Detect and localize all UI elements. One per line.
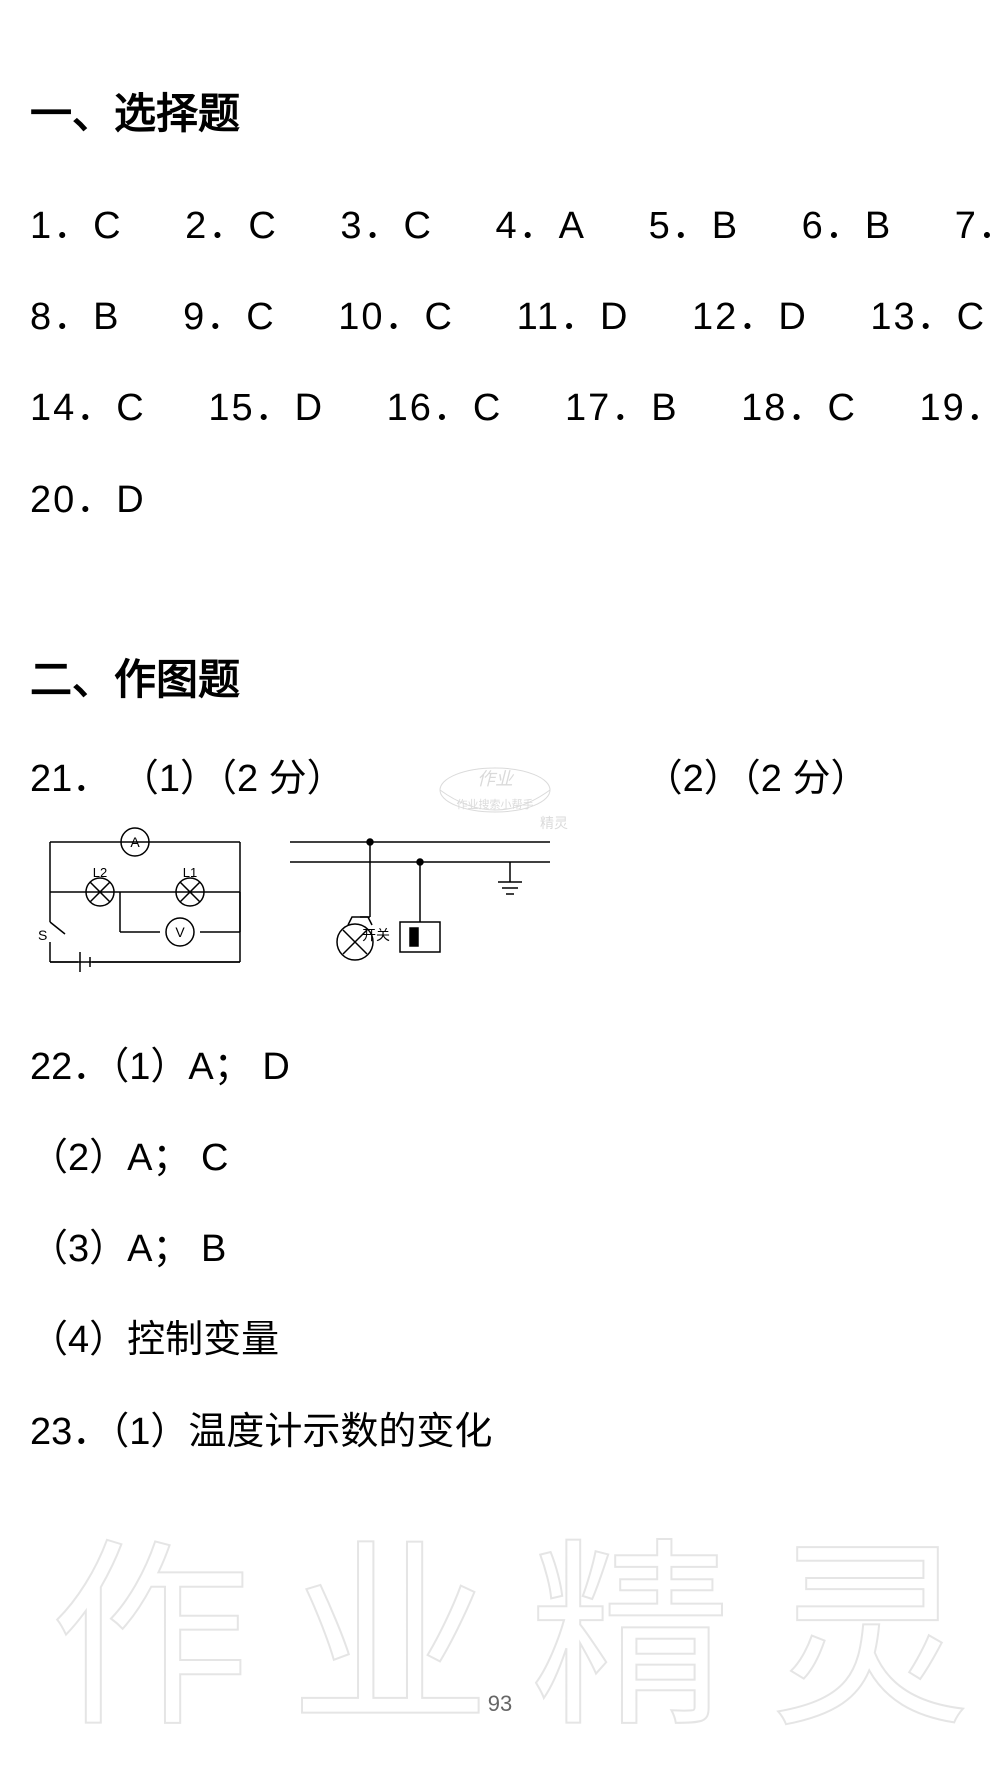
answer-18: 18．C — [741, 363, 857, 454]
answer-16: 16．C — [387, 363, 503, 454]
answer-11: 11．D — [517, 272, 630, 363]
svg-text:作业: 作业 — [477, 769, 515, 789]
q22-line-1: 22．（1）A； D — [30, 1022, 970, 1113]
answer-15: 15．D — [208, 363, 324, 454]
q23-line: 23．（1）温度计示数的变化 — [30, 1387, 970, 1478]
answer-1: 1．C — [30, 181, 123, 272]
circuit-diagram-1: S A L2 — [30, 822, 260, 982]
answer-10: 10．C — [338, 272, 454, 363]
svg-text:V: V — [175, 924, 185, 940]
svg-text:作业搜索小帮手: 作业搜索小帮手 — [457, 797, 534, 811]
answer-3: 3．C — [340, 181, 433, 272]
answer-19: 19．B — [919, 363, 1000, 454]
q21-label: 21． — [30, 758, 110, 800]
answers-block: 1．C 2．C 3．C 4．A 5．B 6．B 7．C 8．B 9．C 10．C… — [30, 181, 970, 546]
q21-part1: （1）（2 分） — [121, 758, 345, 800]
answer-6: 6．B — [802, 181, 893, 272]
answer-20: 20．D — [30, 455, 146, 546]
q22-block: 22．（1）A； D （2）A； C （3）A； B （4）控制变量 — [30, 1022, 970, 1387]
svg-text:L2: L2 — [93, 865, 107, 880]
svg-text:L1: L1 — [183, 865, 197, 880]
q21-part2: （2）（2 分） — [645, 747, 869, 802]
page-number: 93 — [488, 1691, 512, 1717]
answer-5: 5．B — [649, 181, 740, 272]
answer-row-1: 1．C 2．C 3．C 4．A 5．B 6．B 7．C — [30, 181, 970, 272]
answer-2: 2．C — [185, 181, 278, 272]
svg-text:S: S — [38, 927, 47, 943]
q22-line-2: （2）A； C — [30, 1113, 970, 1204]
q22-line-3: （3）A； B — [30, 1204, 970, 1295]
answer-12: 12．D — [692, 272, 808, 363]
svg-text:A: A — [130, 834, 140, 850]
svg-text:开关: 开关 — [362, 927, 390, 943]
answer-row-2: 8．B 9．C 10．C 11．D 12．D 13．C — [30, 272, 970, 363]
answer-8: 8．B — [30, 272, 121, 363]
diagrams-row: S A L2 — [30, 822, 970, 982]
answer-7: 7．C — [955, 181, 1000, 272]
section1-title: 一、选择题 — [30, 80, 970, 141]
answer-13: 13．C — [870, 272, 986, 363]
answer-17: 17．B — [565, 363, 679, 454]
watermark-large: 作业精灵 — [20, 1507, 980, 1757]
answer-4: 4．A — [496, 181, 587, 272]
svg-text:作业精灵: 作业精灵 — [50, 1530, 980, 1751]
answer-9: 9．C — [183, 272, 276, 363]
circuit-diagram-2: 开关 — [280, 822, 560, 982]
section2-title: 二、作图题 — [30, 646, 970, 707]
q22-line-4: （4）控制变量 — [30, 1295, 970, 1386]
answer-row-3: 14．C 15．D 16．C 17．B 18．C 19．B — [30, 363, 970, 454]
answer-row-4: 20．D — [30, 455, 970, 546]
answer-14: 14．C — [30, 363, 146, 454]
